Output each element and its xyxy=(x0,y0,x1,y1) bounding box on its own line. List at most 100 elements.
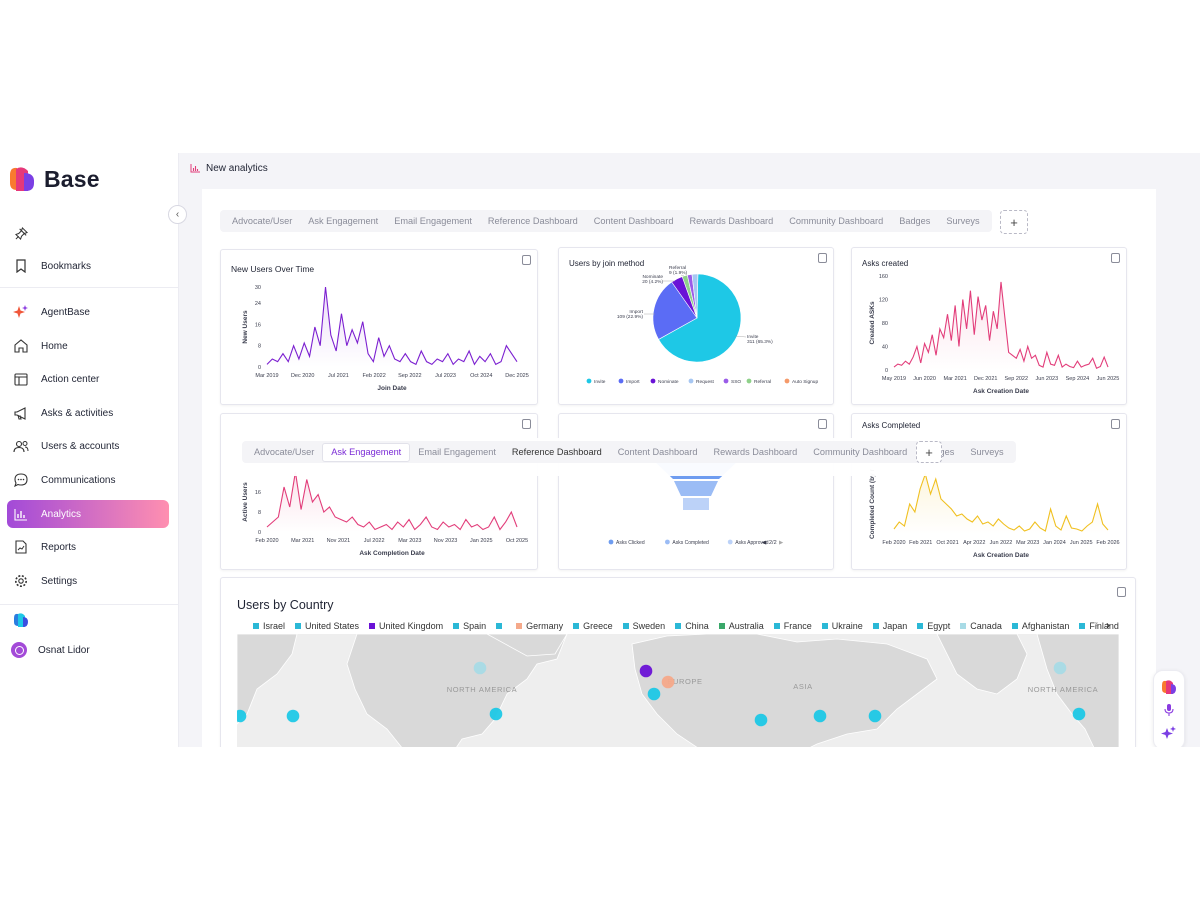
asks-completed-chart: Feb 2020 Feb 2021 Oct 2021 Apr 2022 Jun 2022… xyxy=(869,469,1120,559)
slice-label: Nominate xyxy=(642,274,663,280)
database-icon[interactable] xyxy=(1117,587,1126,597)
tab-content-dashboard[interactable]: Content Dashboard xyxy=(593,216,674,226)
database-icon[interactable] xyxy=(818,253,827,263)
logo[interactable]: Base xyxy=(8,165,100,193)
map-legend-item[interactable]: Australia xyxy=(718,621,764,631)
tab-email-engagement[interactable]: Email Engagement xyxy=(418,447,496,457)
map-legend-item[interactable]: Afghanistan xyxy=(1011,621,1069,631)
sidebar-item-label: Home xyxy=(41,340,68,352)
sparkle-icon[interactable] xyxy=(1161,725,1177,741)
country-marker xyxy=(1072,707,1086,721)
map-legend-item[interactable]: Ukraine xyxy=(821,621,863,631)
sidebar-item-reports[interactable]: Reports xyxy=(7,533,169,561)
tab-content-dashboard[interactable]: Content Dashboard xyxy=(617,447,698,457)
add-tab-button[interactable]: + xyxy=(916,441,942,463)
map-legend-item[interactable]: Sweden xyxy=(622,621,665,631)
pin-icon xyxy=(13,225,29,241)
tab-surveys[interactable]: Surveys xyxy=(946,216,980,226)
map-legend-item[interactable]: Japan xyxy=(872,621,907,631)
y-tick-label: 40 xyxy=(882,345,888,351)
add-tab-button[interactable]: + xyxy=(1000,210,1028,234)
map-legend-item[interactable]: United Kingdom xyxy=(369,621,443,631)
sidebar-item-asks[interactable]: Asks & activities xyxy=(7,399,169,427)
microphone-icon[interactable] xyxy=(1164,703,1174,717)
tab-ask-engagement[interactable]: Ask Engagement xyxy=(322,442,411,462)
sidebar-item-agentbase[interactable]: AgentBase xyxy=(7,298,169,326)
x-tick-label: Dec 2020 xyxy=(291,373,315,379)
collapse-sidebar-button[interactable]: ‹ xyxy=(168,205,187,224)
legend-swatch xyxy=(573,623,580,629)
window-icon xyxy=(13,371,29,387)
tab-community-dashboard[interactable]: Community Dashboard xyxy=(789,216,884,226)
map-legend-item[interactable]: Egypt xyxy=(917,621,950,631)
x-tick-label: Jun 2020 xyxy=(913,376,936,382)
legend-swatch xyxy=(917,623,924,629)
tab-advocate-user[interactable]: Advocate/User xyxy=(254,447,315,457)
database-icon[interactable] xyxy=(522,255,531,265)
user-profile[interactable]: Osnat Lidor xyxy=(11,642,90,658)
tab-rewards-dashboard[interactable]: Rewards Dashboard xyxy=(689,216,774,226)
workspace-logo-icon[interactable] xyxy=(13,612,29,633)
legend-swatch xyxy=(369,623,376,629)
sidebar-item-users[interactable]: Users & accounts xyxy=(7,432,169,460)
world-map: NORTH AMERICA EUROPE ASIA NORTH AMERICA xyxy=(237,634,1119,747)
card-join-method: Users by join method Invite 311 (65.3%) Im… xyxy=(558,247,834,405)
map-legend-item[interactable]: Greece xyxy=(573,621,613,631)
region-label: NORTH AMERICA xyxy=(1028,685,1099,694)
tab-ask-engagement[interactable]: Ask Engagement xyxy=(308,216,379,226)
map-legend-item[interactable]: Canada xyxy=(960,621,1002,631)
chevron-left-icon[interactable]: ‹ xyxy=(1095,619,1099,630)
sidebar-item-settings[interactable]: Settings xyxy=(7,567,169,595)
legend-swatch xyxy=(784,378,790,384)
map-legend-item[interactable]: United States xyxy=(295,621,359,631)
slice-label: Referral xyxy=(669,265,686,271)
tab-advocate-user[interactable]: Advocate/User xyxy=(232,216,293,226)
x-axis-label: Ask Completion Date xyxy=(359,550,425,557)
legend-swatch xyxy=(1079,623,1086,629)
sidebar-item-pin[interactable] xyxy=(7,219,169,247)
database-icon[interactable] xyxy=(1111,419,1120,429)
x-tick-label: Jul 2021 xyxy=(328,373,349,379)
map-legend-item[interactable]: Finland xyxy=(1079,621,1119,631)
country-marker xyxy=(286,709,300,723)
sidebar-item-analytics[interactable]: Analytics xyxy=(7,500,169,528)
series-area xyxy=(894,281,1108,370)
database-icon[interactable] xyxy=(1111,253,1120,263)
x-tick-label: Nov 2023 xyxy=(434,538,458,544)
tab-community-dashboard[interactable]: Community Dashboard xyxy=(813,447,908,457)
map-legend-item[interactable]: Germany xyxy=(516,621,563,631)
legend-swatch xyxy=(773,623,780,629)
tab-surveys[interactable]: Surveys xyxy=(970,447,1004,457)
legend-label: France xyxy=(783,621,812,631)
app-name: Base xyxy=(44,165,100,192)
legend-label: Auto Signup xyxy=(792,379,818,385)
legend-swatch xyxy=(872,623,879,629)
chevron-right-icon[interactable]: › xyxy=(1106,618,1110,632)
tab-badges[interactable]: Badges xyxy=(899,216,931,226)
x-axis-label: Ask Creation Date xyxy=(973,388,1029,395)
database-icon[interactable] xyxy=(522,419,531,429)
tab-rewards-dashboard[interactable]: Rewards Dashboard xyxy=(713,447,798,457)
sidebar-item-action-center[interactable]: Action center xyxy=(7,365,169,393)
sidebar-item-label: Asks & activities xyxy=(41,407,114,419)
tab-email-engagement[interactable]: Email Engagement xyxy=(394,216,472,226)
map-legend-item[interactable]: Spain xyxy=(453,621,486,631)
sidebar-item-home[interactable]: Home xyxy=(7,332,169,360)
tab-reference-dashboard[interactable]: Reference Dashboard xyxy=(511,447,602,457)
map-legend-item[interactable]: China xyxy=(675,621,709,631)
assistant-floating-bar xyxy=(1153,670,1185,747)
legend-label: Asks Clicked xyxy=(616,540,645,546)
database-icon[interactable] xyxy=(818,419,827,429)
sidebar-item-communications[interactable]: Communications xyxy=(7,466,169,494)
sidebar-item-bookmarks[interactable]: Bookmarks xyxy=(7,252,169,280)
map-legend-item[interactable]: Israel xyxy=(253,621,285,631)
map-legend-item[interactable] xyxy=(496,623,506,629)
map-legend-item[interactable]: France xyxy=(773,621,812,631)
x-tick-label: Feb 2020 xyxy=(882,540,905,546)
tab-reference-dashboard[interactable]: Reference Dashboard xyxy=(487,216,578,226)
base-logo-icon[interactable] xyxy=(1161,679,1177,695)
active-users-chart: 0 8 16 Feb 2020 Mar 2021 Nov 2021 Jul 2022 Mar … xyxy=(242,471,528,557)
slice-label: 9 (1.9%) xyxy=(669,270,688,276)
y-tick-label: 8 xyxy=(258,344,261,350)
legend-label: Nominate xyxy=(658,379,679,385)
